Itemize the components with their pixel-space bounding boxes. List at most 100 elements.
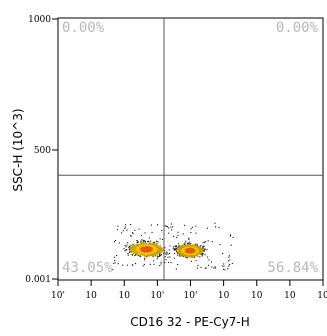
event-dot	[232, 236, 234, 238]
event-dot	[123, 248, 125, 250]
event-dot	[185, 256, 187, 258]
event-dot	[146, 256, 148, 258]
event-dot	[158, 249, 160, 252]
x-axis-title: CD16 32 - PE-Cy7-H	[130, 315, 250, 329]
event-dot	[136, 244, 139, 246]
event-dot	[175, 245, 177, 247]
event-dot	[201, 254, 203, 256]
event-dot	[187, 242, 189, 244]
quadrant-label-upper-right: 0.00%	[276, 20, 319, 36]
event-dot	[174, 249, 176, 251]
event-dot	[135, 245, 138, 247]
event-dot	[126, 264, 128, 266]
event-dot	[179, 255, 181, 257]
event-dot	[124, 250, 126, 252]
event-dot	[229, 235, 231, 237]
event-dot	[177, 254, 179, 256]
event-dot	[160, 247, 163, 249]
quadrant-label-lower-left: 43.05%	[62, 260, 113, 276]
event-dot	[140, 234, 142, 236]
event-dot	[196, 267, 198, 269]
event-dot	[147, 241, 149, 243]
x-tick-label: 10	[317, 291, 327, 301]
event-dot	[170, 223, 172, 225]
event-dot	[191, 226, 193, 228]
event-dot	[173, 257, 175, 259]
event-dot	[202, 253, 204, 255]
x-axis: 10' 10 10 10' 10' 10 10 10 10	[51, 280, 327, 301]
event-dot	[141, 239, 143, 241]
y-axis-title: SSC-H (10^3)	[11, 108, 25, 191]
event-dot	[118, 242, 120, 244]
event-dot	[113, 262, 115, 264]
event-dot	[161, 230, 163, 232]
event-dot	[126, 249, 128, 251]
event-dot	[159, 247, 161, 249]
event-dot	[150, 224, 152, 226]
event-dot	[138, 241, 140, 243]
event-dot	[228, 255, 230, 257]
event-dot	[162, 249, 164, 251]
event-dot	[135, 254, 137, 256]
event-dot	[166, 252, 168, 254]
event-dot	[142, 253, 144, 256]
event-dot	[204, 254, 206, 256]
event-dot	[169, 245, 171, 247]
event-dot	[156, 240, 158, 242]
quadrant-label-upper-left: 0.00%	[62, 20, 105, 36]
event-dot	[202, 246, 204, 248]
event-dot	[143, 263, 145, 265]
event-dot	[177, 264, 179, 266]
event-dot	[145, 248, 147, 250]
event-dot	[176, 247, 178, 249]
event-dot	[147, 240, 149, 242]
event-dot	[213, 267, 215, 269]
event-dot	[159, 251, 162, 253]
event-dot	[205, 267, 207, 269]
event-dot	[142, 239, 144, 241]
event-dot	[204, 248, 206, 250]
event-dot	[172, 226, 174, 228]
event-dot	[156, 247, 159, 249]
event-dot	[202, 245, 204, 247]
event-dot	[159, 249, 161, 252]
event-dot	[156, 251, 158, 254]
y-axis: 1000 500 0.001	[25, 15, 58, 285]
event-dot	[184, 224, 186, 226]
event-dot	[207, 264, 209, 266]
event-dot	[149, 263, 151, 265]
event-dot	[199, 253, 201, 256]
event-dot	[157, 252, 160, 254]
event-dot	[161, 238, 163, 240]
event-dot	[132, 243, 134, 245]
event-dot	[167, 256, 169, 258]
event-dot	[203, 245, 205, 247]
event-dot	[159, 255, 161, 257]
event-dot	[129, 246, 131, 248]
event-dot	[167, 253, 169, 255]
event-dot	[200, 266, 202, 268]
event-dot	[136, 240, 138, 242]
event-dot	[230, 234, 232, 236]
event-dot	[181, 246, 183, 248]
event-dot	[204, 267, 206, 269]
event-dot	[159, 253, 161, 255]
event-dot	[116, 255, 118, 257]
event-dot	[175, 245, 177, 247]
event-dot	[178, 245, 180, 247]
event-dot	[176, 237, 178, 239]
event-dot	[150, 240, 152, 242]
event-dot	[203, 250, 205, 252]
event-dot	[117, 225, 119, 227]
event-dot	[223, 268, 225, 270]
event-dot	[201, 255, 203, 257]
event-dot	[229, 264, 231, 266]
event-dot	[202, 247, 204, 249]
event-dot	[187, 257, 189, 259]
event-dot	[206, 227, 208, 229]
event-dot	[130, 244, 132, 246]
event-dot	[192, 245, 195, 247]
event-dot	[184, 242, 186, 244]
event-dot	[201, 249, 203, 251]
event-dot	[227, 260, 229, 262]
